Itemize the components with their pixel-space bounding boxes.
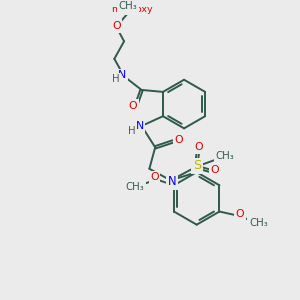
Text: O: O bbox=[112, 21, 121, 31]
Text: CH₃: CH₃ bbox=[216, 151, 235, 161]
Text: O: O bbox=[195, 142, 203, 152]
Text: H: H bbox=[112, 74, 119, 84]
Text: N: N bbox=[167, 175, 176, 188]
Text: O: O bbox=[128, 100, 137, 110]
Text: CH₃: CH₃ bbox=[249, 218, 268, 228]
Text: S: S bbox=[193, 159, 201, 172]
Text: N: N bbox=[136, 121, 144, 131]
Text: O: O bbox=[210, 165, 219, 175]
Text: CH₃: CH₃ bbox=[126, 182, 144, 192]
Text: O: O bbox=[150, 172, 159, 182]
Text: N: N bbox=[118, 70, 126, 80]
Text: O: O bbox=[236, 209, 244, 220]
Text: O: O bbox=[174, 135, 183, 145]
Text: methoxy: methoxy bbox=[111, 5, 153, 14]
Text: CH₃: CH₃ bbox=[118, 1, 137, 11]
Text: H: H bbox=[128, 126, 136, 136]
Text: O: O bbox=[112, 22, 121, 32]
